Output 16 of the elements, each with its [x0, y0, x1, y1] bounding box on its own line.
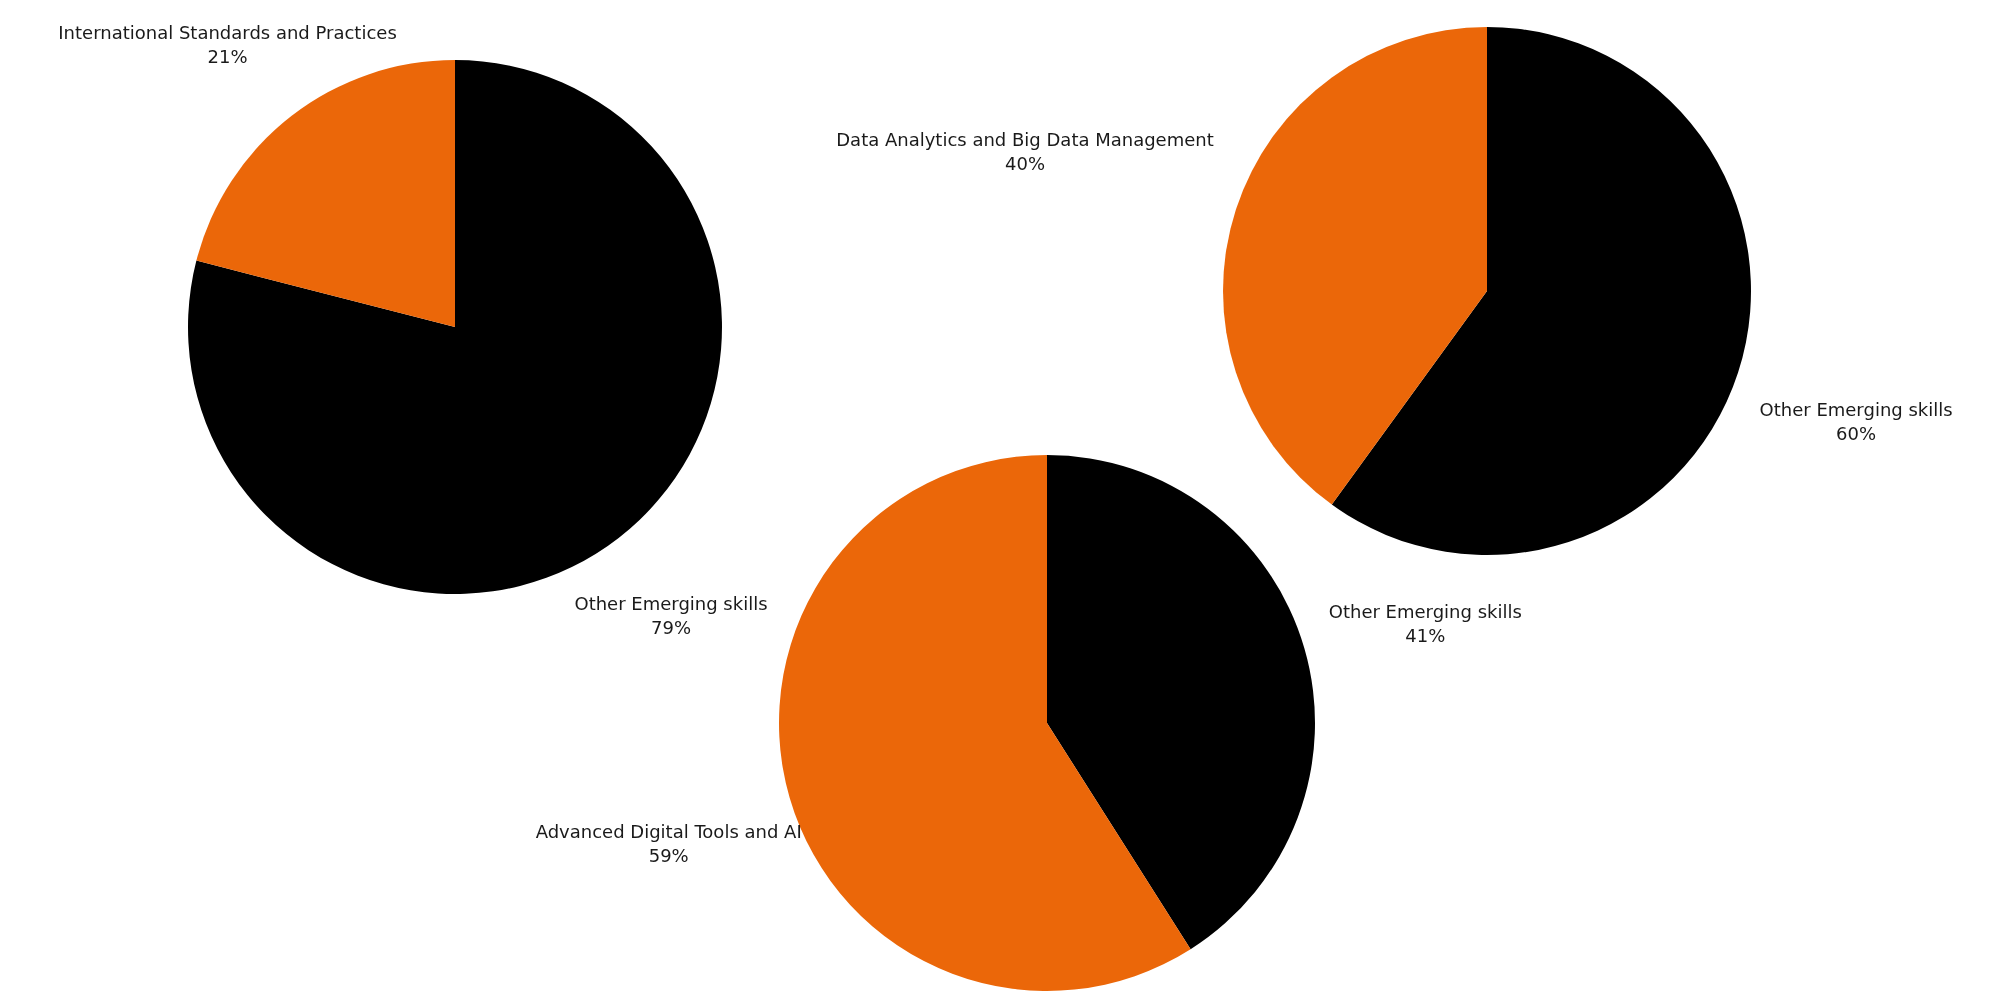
pie-slice	[1047, 455, 1315, 950]
slice-label: Advanced Digital Tools and AI	[535, 820, 802, 842]
slice-label: Other Emerging skills	[1328, 601, 1522, 623]
data-label: 79%	[651, 617, 692, 639]
slice-label: International Standards and Practices	[58, 21, 397, 43]
pie-slice	[1223, 27, 1487, 505]
data-label: 41%	[1405, 625, 1446, 647]
data-label: 59%	[648, 844, 689, 866]
pie-slice	[779, 455, 1191, 991]
data-label: 21%	[207, 45, 248, 67]
slice-label: Other Emerging skills	[574, 593, 768, 615]
data-label: 40%	[1005, 152, 1046, 174]
data-label: 60%	[1836, 422, 1877, 444]
slice-label: Data Analytics and Big Data Management	[836, 128, 1214, 150]
slice-label: Other Emerging skills	[1759, 398, 1953, 420]
pie-slice	[1331, 27, 1751, 555]
